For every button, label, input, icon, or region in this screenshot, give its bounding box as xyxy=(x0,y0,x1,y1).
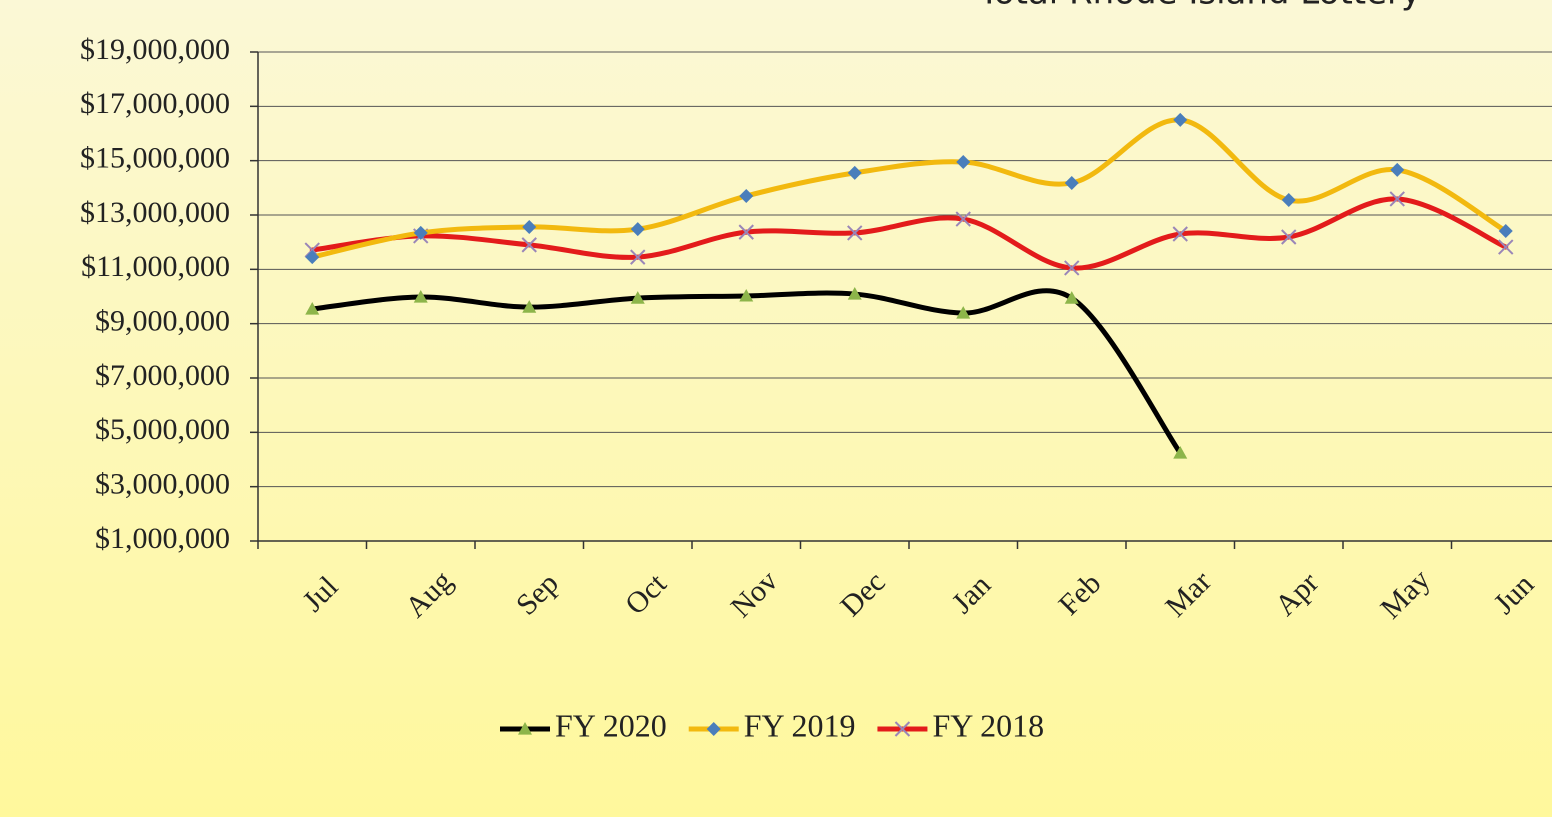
marker xyxy=(630,222,645,237)
chart-title: Total Rhode Island Lottery xyxy=(978,0,1421,13)
marker xyxy=(630,249,646,265)
legend-label: FY 2018 xyxy=(932,707,1044,743)
marker xyxy=(305,301,320,315)
marker xyxy=(1498,239,1514,255)
marker xyxy=(739,288,754,302)
marker xyxy=(847,225,863,241)
y-tick-label: $7,000,000 xyxy=(95,359,230,392)
marker xyxy=(1064,175,1079,190)
marker xyxy=(1498,224,1513,239)
marker xyxy=(1389,191,1405,207)
marker xyxy=(521,237,537,253)
y-tick-label: $19,000,000 xyxy=(80,33,230,66)
marker xyxy=(739,188,754,203)
marker xyxy=(894,721,911,737)
y-tick-label: $5,000,000 xyxy=(95,413,230,446)
marker xyxy=(522,219,537,234)
marker xyxy=(706,722,721,736)
y-tick-label: $1,000,000 xyxy=(95,522,230,555)
legend-label: FY 2019 xyxy=(744,707,856,743)
marker xyxy=(1281,193,1296,208)
marker xyxy=(1173,445,1188,459)
marker xyxy=(413,225,428,240)
y-tick-label: $3,000,000 xyxy=(95,468,230,501)
marker xyxy=(1172,226,1188,242)
series-line xyxy=(309,288,1183,456)
marker xyxy=(413,290,428,303)
marker xyxy=(1390,162,1405,177)
legend-label: FY 2020 xyxy=(555,707,667,743)
marker xyxy=(1064,291,1079,304)
marker xyxy=(955,211,971,227)
marker xyxy=(522,300,537,313)
marker xyxy=(847,165,862,180)
y-tick-label: $11,000,000 xyxy=(81,250,230,283)
marker xyxy=(518,722,532,735)
series-line xyxy=(309,196,1509,271)
y-tick-label: $17,000,000 xyxy=(80,87,230,120)
marker xyxy=(738,224,754,240)
y-tick-label: $13,000,000 xyxy=(80,196,230,229)
y-tick-label: $15,000,000 xyxy=(80,142,230,175)
marker xyxy=(1173,112,1188,127)
marker xyxy=(847,287,862,300)
marker xyxy=(1281,229,1297,245)
marker xyxy=(1064,260,1080,276)
marker xyxy=(305,250,320,265)
marker xyxy=(956,306,971,319)
marker xyxy=(956,155,971,170)
y-tick-label: $9,000,000 xyxy=(95,305,230,338)
marker xyxy=(630,291,645,304)
